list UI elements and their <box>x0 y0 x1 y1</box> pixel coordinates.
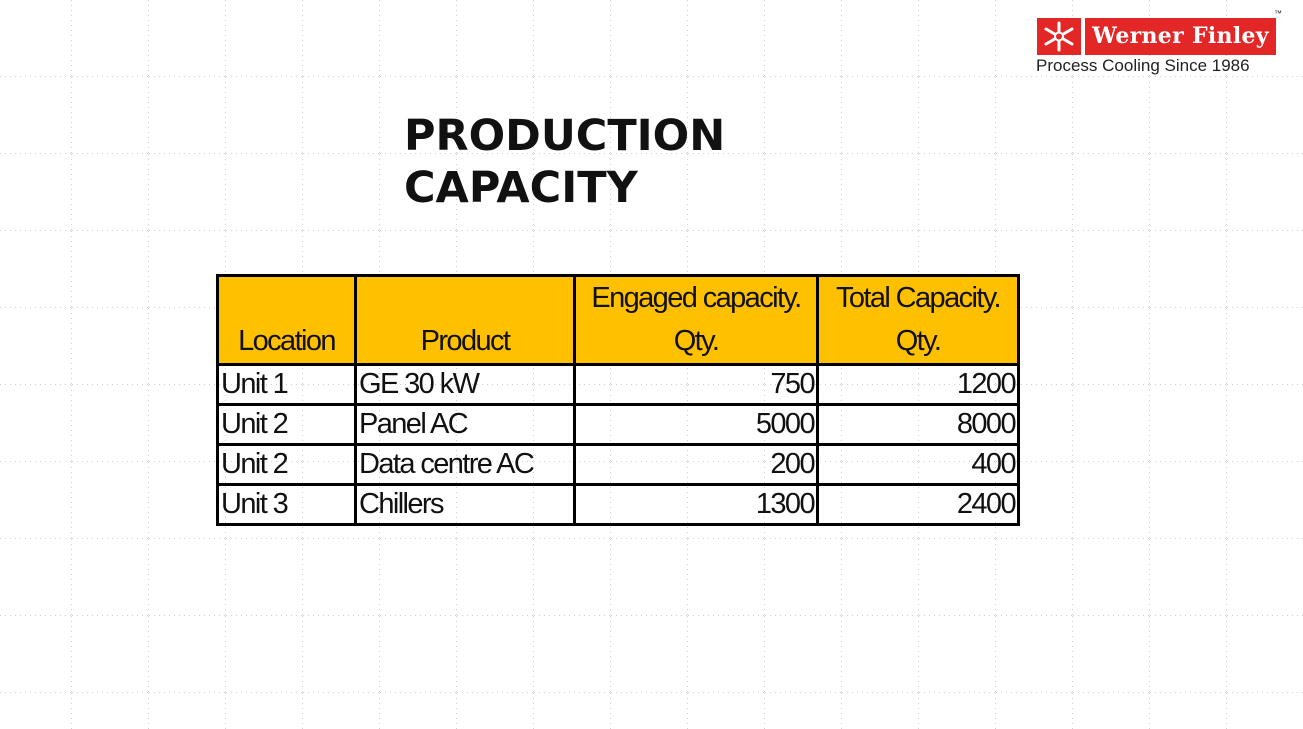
column-header: Product <box>354 274 576 366</box>
column-header: Engaged capacity. Qty. <box>573 274 819 366</box>
capacity-table: Location Product Engaged capacity. Qty. … <box>216 274 1020 526</box>
column-header: Total Capacity. Qty. <box>816 274 1020 366</box>
table-row: Unit 1 GE 30 kW 750 1200 <box>216 363 1020 406</box>
table-cell: 2400 <box>816 483 1020 526</box>
table-cell: 8000 <box>816 403 1020 446</box>
table-cell: Chillers <box>354 483 576 526</box>
slide-title: PRODUCTION CAPACITY <box>404 111 726 213</box>
logo-tagline: Process Cooling Since 1986 <box>1036 56 1250 75</box>
table-row: Unit 2 Data centre AC 200 400 <box>216 443 1020 486</box>
table-cell: 750 <box>573 363 819 406</box>
table-cell: Unit 1 <box>216 363 357 406</box>
table-cell: Unit 2 <box>216 443 357 486</box>
table-cell: 5000 <box>573 403 819 446</box>
table-cell: 400 <box>816 443 1020 486</box>
table-cell: 1300 <box>573 483 819 526</box>
table-cell: Unit 3 <box>216 483 357 526</box>
table-row: Unit 3 Chillers 1300 2400 <box>216 483 1020 526</box>
trademark: ™ <box>1274 9 1282 18</box>
table-cell: Panel AC <box>354 403 576 446</box>
table-cell: 1200 <box>816 363 1020 406</box>
table-row: Unit 2 Panel AC 5000 8000 <box>216 403 1020 446</box>
logo-icon <box>1037 18 1081 55</box>
table-cell: Unit 2 <box>216 403 357 446</box>
table-cell: Data centre AC <box>354 443 576 486</box>
header-row: Location Product Engaged capacity. Qty. … <box>216 274 1020 366</box>
column-header: Location <box>216 274 357 366</box>
table-body: Unit 1 GE 30 kW 750 1200 Unit 2 Panel AC 5000 8… <box>216 363 1020 526</box>
table-cell: 200 <box>573 443 819 486</box>
table-cell: GE 30 kW <box>354 363 576 406</box>
logo-brand: Werner Finley <box>1085 18 1276 55</box>
